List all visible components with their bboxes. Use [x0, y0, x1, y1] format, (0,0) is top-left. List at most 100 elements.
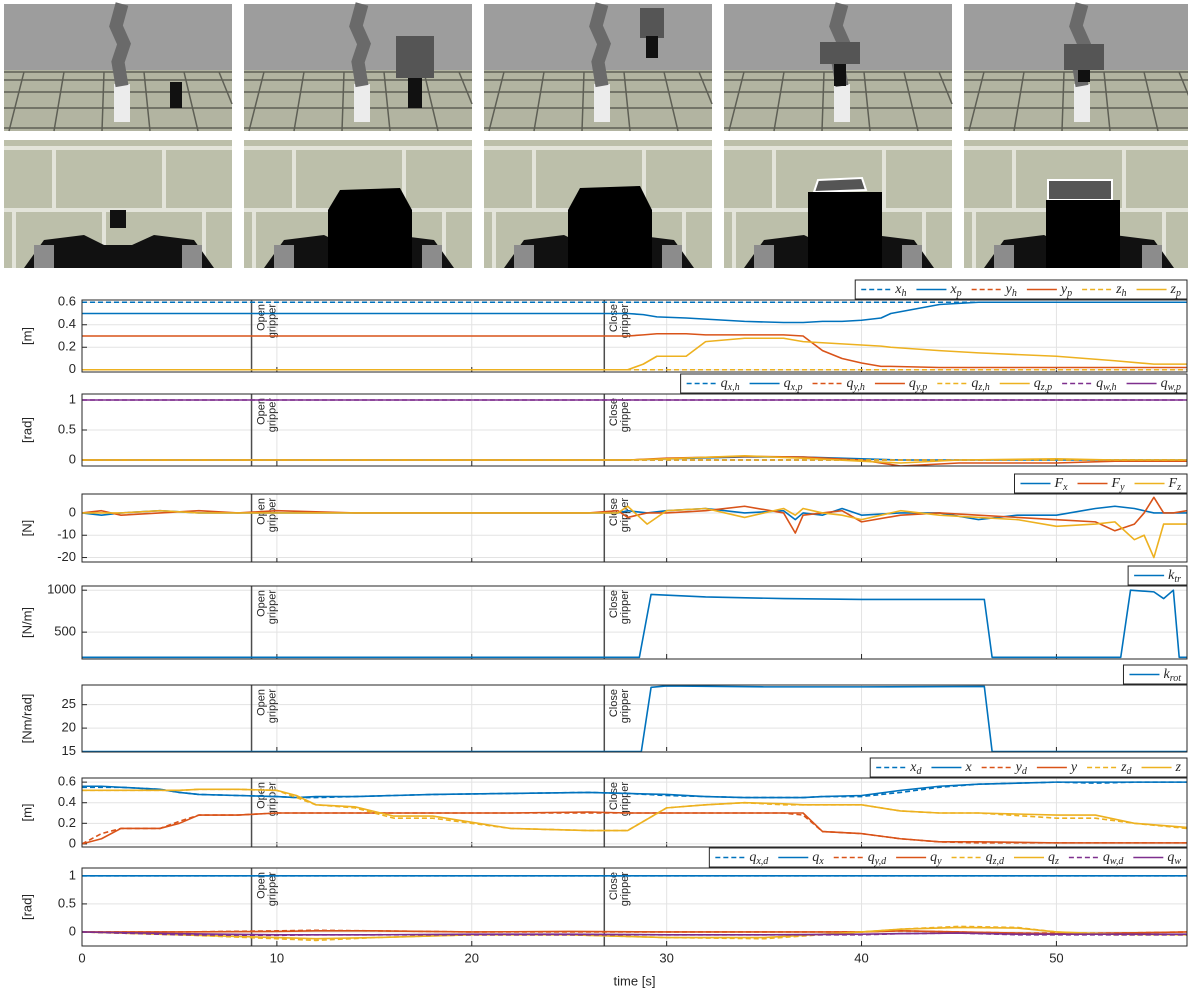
legend-label: x	[964, 760, 972, 775]
event-label: gripper	[619, 590, 631, 625]
legend-label: zp	[1170, 282, 1181, 299]
series-line	[82, 788, 1187, 832]
axes-background	[82, 586, 1187, 659]
legend-label: zh	[1115, 282, 1126, 299]
y-axis-label: [rad]	[19, 417, 34, 443]
legend-label: yh	[1004, 282, 1017, 299]
series-line	[82, 505, 1187, 559]
y-tick-label: 0.4	[58, 794, 76, 809]
event-label: Close	[608, 872, 620, 900]
event-label: gripper	[619, 872, 631, 907]
plot-area	[82, 781, 1187, 845]
y-tick-label: 0.2	[58, 339, 76, 354]
y-tick-label: -10	[57, 527, 76, 542]
series-line	[82, 811, 1187, 845]
y-tick-label: 20	[62, 720, 76, 735]
series-line	[82, 455, 1187, 464]
series-line	[82, 931, 1187, 936]
y-tick-label: 0.6	[58, 774, 76, 789]
object	[568, 186, 652, 268]
y-axis-label: [Nm/rad]	[19, 694, 34, 744]
legend: xh xp yh yp zh zp	[854, 279, 1188, 300]
legend-label: qw,d	[1103, 850, 1124, 867]
legend-label: qz,p	[1034, 376, 1052, 393]
object	[170, 82, 182, 108]
legend-label: y	[1069, 760, 1078, 775]
series-line	[82, 337, 1187, 371]
event-label: Open	[255, 872, 267, 899]
legend-label: qw,p	[1161, 376, 1181, 393]
gripper	[640, 8, 664, 38]
gripper	[1064, 44, 1104, 70]
legend-label: Fz	[1168, 476, 1182, 493]
y-axis-label: [N/m]	[19, 607, 34, 638]
event-label: gripper	[266, 304, 278, 339]
object	[328, 188, 412, 268]
event-label: Open	[255, 304, 267, 331]
axes-background	[82, 494, 1187, 562]
plot-area	[82, 496, 1187, 559]
legend-label: qy,d	[868, 850, 887, 867]
event-label: gripper	[266, 689, 278, 724]
gripper	[396, 36, 434, 78]
legend: Fx Fy Fz	[1014, 473, 1188, 494]
event-label: Close	[608, 498, 620, 526]
axes-box	[81, 585, 1188, 660]
y-tick-label: 1000	[47, 582, 76, 597]
legend-box	[680, 373, 1188, 394]
legend-label: Fx	[1054, 476, 1069, 493]
legend-label: xp	[949, 282, 961, 299]
y-tick-label: 0.5	[58, 895, 76, 910]
legend: qx,d qx qy,d qy qz,d qz qw,d qw	[708, 847, 1188, 868]
series-line	[82, 301, 1187, 324]
axes-box	[81, 684, 1188, 753]
legend: krot	[1122, 664, 1188, 685]
legend-label: yd	[1014, 760, 1028, 777]
y-tick-label: 0	[69, 504, 76, 519]
axes-box	[81, 777, 1188, 848]
y-tick-label: 0	[69, 361, 76, 376]
legend-box	[708, 847, 1188, 868]
y-tick-label: 15	[62, 743, 76, 758]
series-line	[82, 930, 1187, 935]
y-tick-label: 0	[69, 923, 76, 938]
legend-label: krot	[1163, 667, 1181, 684]
series-line	[82, 926, 1187, 940]
object	[1078, 70, 1090, 82]
x-axis-label: time [s]	[614, 973, 656, 988]
event-label: gripper	[619, 398, 631, 433]
object-top	[1047, 179, 1113, 201]
object	[834, 64, 846, 86]
gripper	[820, 42, 860, 64]
y-tick-label: 0	[69, 835, 76, 850]
y-tick-label: 1	[69, 867, 76, 882]
axes-background	[82, 685, 1187, 752]
event-label: Close	[608, 782, 620, 810]
event-label: Close	[608, 304, 620, 332]
event-label: Close	[608, 689, 620, 717]
legend-label: Fy	[1111, 476, 1126, 493]
object	[110, 210, 126, 228]
x-tick-label: 0	[78, 950, 85, 965]
axes-box	[81, 393, 1188, 467]
y-axis-label: [rad]	[19, 894, 34, 920]
snapshot	[2, 138, 234, 270]
series-line	[82, 685, 1187, 752]
y-tick-label: 0.5	[58, 421, 76, 436]
y-tick-label: 500	[54, 624, 76, 639]
object	[646, 36, 658, 58]
x-tick-label: 10	[270, 950, 284, 965]
plot-area	[82, 685, 1187, 752]
x-tick-label: 40	[854, 950, 868, 965]
event-label: Open	[255, 689, 267, 716]
y-tick-label: 0.6	[58, 294, 76, 309]
y-axis-label: [m]	[19, 803, 34, 821]
x-tick-label: 50	[1049, 950, 1063, 965]
